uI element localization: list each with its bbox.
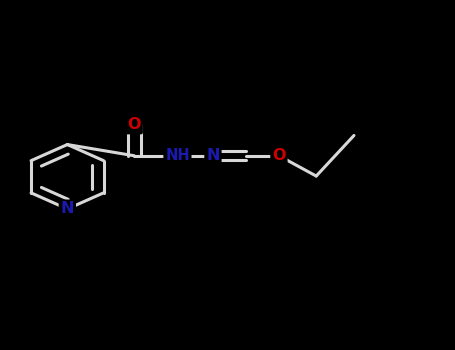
Text: NH: NH xyxy=(165,148,190,163)
Text: O: O xyxy=(272,148,286,163)
Text: N: N xyxy=(206,148,220,163)
Text: N: N xyxy=(61,202,74,216)
Text: O: O xyxy=(127,118,141,132)
